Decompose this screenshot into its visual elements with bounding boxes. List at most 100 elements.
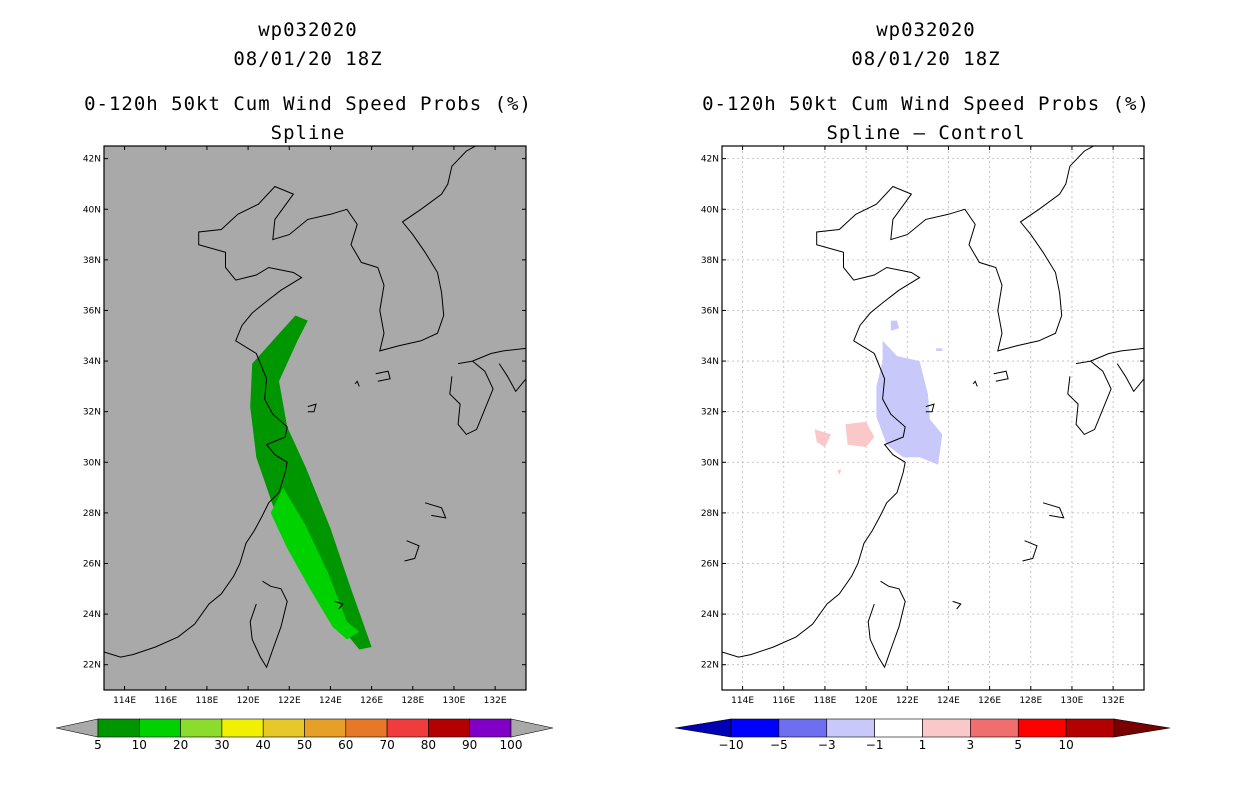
right-product: 0-120h 50kt Cum Wind Speed Probs (%)	[702, 93, 1150, 115]
x-tick-label: 122E	[278, 696, 301, 706]
y-tick-label: 22N	[701, 661, 719, 671]
coastline-3	[472, 347, 526, 362]
y-tick-label: 32N	[83, 408, 101, 418]
y-tick-label: 30N	[83, 458, 101, 468]
colorbar-label-1: 10	[132, 738, 147, 752]
y-tick-label: 24N	[701, 610, 719, 620]
map-content	[104, 146, 526, 669]
x-tick-label: 128E	[1019, 696, 1042, 706]
colorbar-label-5: 50	[297, 738, 312, 752]
colorbar-swatch-1	[139, 718, 181, 738]
map-content	[722, 146, 1144, 690]
contour-region-0	[250, 315, 372, 650]
x-tick-label: 114E	[113, 696, 136, 706]
colorbar-label-0: 5	[94, 738, 102, 752]
y-tick-label: 24N	[83, 610, 101, 620]
x-tick-label: 126E	[978, 696, 1001, 706]
colorbar-swatch-0	[730, 718, 780, 738]
coastline-8	[952, 600, 962, 610]
y-tick-label: 38N	[83, 256, 101, 266]
colorbar-label-3: 30	[214, 738, 229, 752]
coastline-5	[375, 370, 391, 382]
coastline-9	[307, 403, 317, 413]
contour-region-2	[936, 348, 943, 351]
y-tick-label: 26N	[83, 559, 101, 569]
colorbar-label-3: −1	[866, 738, 884, 752]
colorbar-swatch-2	[180, 718, 223, 738]
y-tick-label: 22N	[83, 661, 101, 671]
left-product: 0-120h 50kt Cum Wind Speed Probs (%)	[84, 93, 532, 115]
colorbar-label-1: −5	[770, 738, 788, 752]
x-tick-label: 118E	[813, 696, 836, 706]
contour-region-4	[814, 429, 832, 448]
y-tick-label: 32N	[701, 408, 719, 418]
x-tick-label: 128E	[401, 696, 424, 706]
y-tick-label: 26N	[701, 559, 719, 569]
coastline-2	[449, 360, 494, 436]
colorbar-triangle-high	[1113, 718, 1171, 738]
coastline-1	[867, 580, 906, 669]
colorbar-label-6: 60	[338, 738, 353, 752]
left-colorbar: 5 10 20 30 40 50 60 70 80 90 100	[55, 718, 554, 752]
colorbar-swatch-3	[874, 718, 923, 738]
colorbar-triangle-low	[674, 718, 732, 738]
right-colorbar: −10 −5 −3 −1 1 3 5 10	[674, 718, 1171, 752]
colorbar-label-5: 3	[967, 738, 975, 752]
coastline-10	[972, 380, 978, 387]
y-tick-label: 36N	[701, 306, 719, 316]
y-tick-label: 30N	[701, 458, 719, 468]
colorbar-swatch-7	[1065, 718, 1115, 738]
coastline-6	[424, 502, 447, 519]
colorbar-label-2: −3	[818, 738, 836, 752]
right-map-panel: 42N 40N 38N 36N 34N 32N 30N 28N 26N 24N 22N 114E 116…	[701, 145, 1145, 706]
map-frame	[103, 145, 527, 691]
colorbar-triangle-low	[55, 718, 99, 738]
contour-region-3	[845, 421, 875, 448]
left-storm-id: wp032020	[258, 19, 358, 41]
right-subtitle: Spline – Control	[826, 122, 1026, 144]
colorbar-swatch-6	[345, 718, 388, 738]
y-tick-label: 36N	[83, 306, 101, 316]
x-tick-label: 126E	[360, 696, 383, 706]
coastline-10	[354, 380, 360, 387]
colorbar-label-9: 90	[462, 738, 477, 752]
colorbar-label-4: 1	[919, 738, 927, 752]
colorbar-triangle-high	[510, 718, 554, 738]
map-background	[104, 146, 526, 690]
x-tick-label: 132E	[1102, 696, 1125, 706]
x-tick-label: 124E	[937, 696, 960, 706]
x-tick-label: 120E	[237, 696, 260, 706]
colorbar-label-6: 5	[1014, 738, 1022, 752]
left-datetime: 08/01/20 18Z	[233, 48, 383, 70]
colorbar-swatch-5	[304, 718, 347, 738]
colorbar-swatch-1	[778, 718, 828, 738]
coastline-3	[1090, 347, 1144, 362]
colorbar-label-7: 70	[379, 738, 394, 752]
contour-region-1	[270, 487, 360, 640]
colorbar-swatch-3	[221, 718, 264, 738]
colorbar-label-4: 40	[256, 738, 271, 752]
x-tick-label: 116E	[154, 696, 177, 706]
coastline-9	[925, 403, 935, 413]
coastline-4	[498, 363, 526, 393]
x-tick-label: 130E	[1061, 696, 1084, 706]
colorbar-swatch-2	[826, 718, 875, 738]
map-frame	[721, 145, 1145, 691]
y-tick-label: 42N	[83, 155, 101, 165]
coastline-0	[104, 146, 477, 658]
map-background	[722, 146, 1144, 690]
coastline-6	[1042, 502, 1065, 519]
coastline-7	[404, 540, 420, 562]
colorbar-swatch-4	[922, 718, 971, 738]
colorbar-swatch-6	[1017, 718, 1067, 738]
y-tick-label: 40N	[83, 205, 101, 215]
y-tick-label: 38N	[701, 256, 719, 266]
colorbar-swatch-7	[386, 718, 429, 738]
coastline-8	[334, 600, 344, 610]
coastline-0	[722, 146, 1095, 658]
colorbar-swatch-5	[970, 718, 1019, 738]
colorbar-label-0: −10	[718, 738, 743, 752]
x-tick-label: 120E	[855, 696, 878, 706]
x-tick-label: 122E	[896, 696, 919, 706]
